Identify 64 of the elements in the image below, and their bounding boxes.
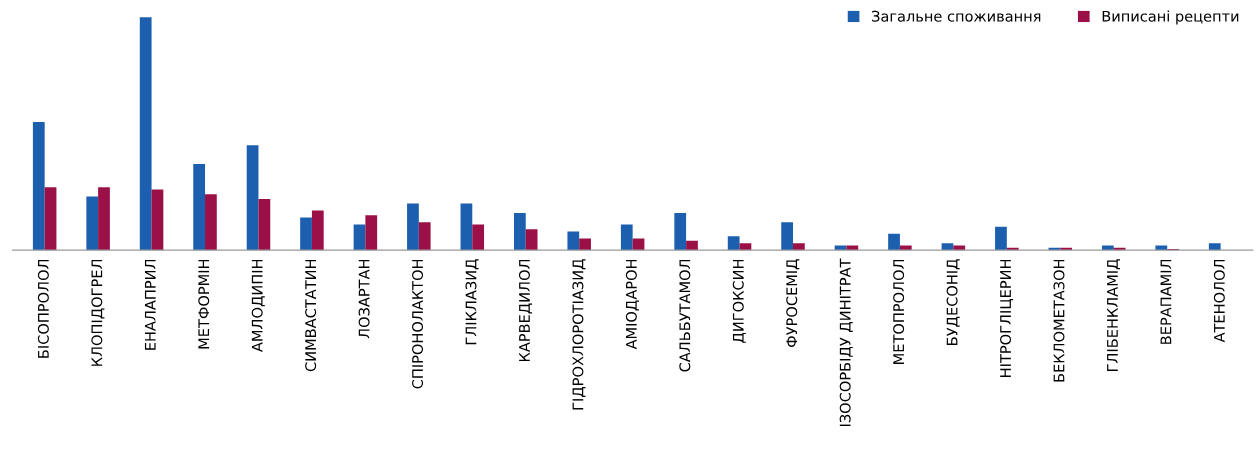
bar — [193, 163, 206, 251]
x-tick-label: ІЗОСОРБІДУ ДИНІТРАТ — [839, 258, 853, 427]
bar — [1208, 243, 1221, 251]
bar — [151, 189, 164, 251]
x-tick-label: КЛОПІДОГРЕЛ — [91, 259, 105, 366]
x-tick-label: САЛЬБУТАМОЛ — [679, 259, 691, 372]
bar — [407, 203, 419, 251]
legend-label: Загальне споживання — [872, 10, 1041, 22]
bar — [418, 222, 431, 251]
bar — [98, 187, 110, 251]
bar — [246, 145, 259, 251]
bar — [472, 224, 485, 251]
bar — [941, 243, 954, 251]
x-tick-label: СИМВАСТАТИН — [305, 259, 317, 372]
bar — [258, 198, 271, 251]
bar — [1155, 245, 1168, 251]
x-tick-label: ДИГОКСИН — [732, 259, 746, 343]
bar — [620, 224, 633, 251]
x-tick-label: ГЛІКЛАЗИД — [465, 259, 479, 345]
x-tick-label: ЕНАЛАПРИЛ — [144, 259, 156, 350]
bar — [567, 231, 580, 251]
bar — [899, 245, 912, 251]
x-tick-label: БУДЕСОНІД — [946, 259, 960, 345]
bar — [793, 243, 805, 251]
bar — [1101, 245, 1114, 251]
bar — [513, 212, 526, 251]
bar — [365, 215, 378, 251]
bar — [888, 233, 900, 251]
x-tick-label: ФУРОСЕМІД — [786, 259, 800, 348]
x-tick-label: БІСОПРОЛОЛ — [37, 259, 49, 358]
bar — [311, 210, 324, 251]
bar — [834, 245, 847, 251]
bar — [781, 222, 794, 251]
bar — [953, 245, 966, 251]
bar — [686, 240, 698, 251]
legend-label: Виписані рецепти — [1102, 10, 1239, 25]
bar — [353, 224, 366, 251]
x-tick-label: ЛОЗАРТАН — [358, 259, 370, 339]
bar — [32, 122, 45, 251]
x-tick-label: КАРВЕДИЛОЛ — [518, 259, 533, 362]
bar — [300, 217, 312, 251]
bar — [44, 187, 57, 251]
bar — [460, 203, 473, 251]
x-tick-label: СПІРОНОЛАКТОН — [412, 259, 424, 389]
x-tick-label: АМІОДАРОН — [625, 259, 639, 350]
x-tick-label: МЕТФОРМІН — [198, 259, 210, 349]
bar — [205, 194, 217, 251]
x-tick-label: НІТРОГЛІЦЕРИН — [1000, 259, 1014, 377]
bar — [674, 212, 687, 251]
x-tick-label: ВЕРАПАМІЛ — [1160, 259, 1172, 344]
x-tick-label: ГЛІБЕНКЛАМІД — [1107, 259, 1121, 371]
bar — [579, 238, 591, 251]
x-tick-label: ГІДРОХЛОРОТІАЗИД — [572, 259, 586, 410]
bar — [739, 243, 752, 251]
bar — [727, 236, 740, 251]
bar — [139, 17, 152, 251]
bar — [846, 245, 859, 251]
x-tick-label: АТЕНОЛОЛ — [1213, 259, 1225, 343]
x-tick-label: БЕКЛОМЕТАЗОН — [1053, 259, 1065, 382]
bar — [86, 196, 99, 251]
bar — [525, 229, 538, 251]
x-tick-label: МЕТОПРОЛОЛ — [893, 259, 905, 364]
x-tick-label: АМЛОДИПІН — [251, 259, 265, 352]
bar — [995, 226, 1007, 251]
